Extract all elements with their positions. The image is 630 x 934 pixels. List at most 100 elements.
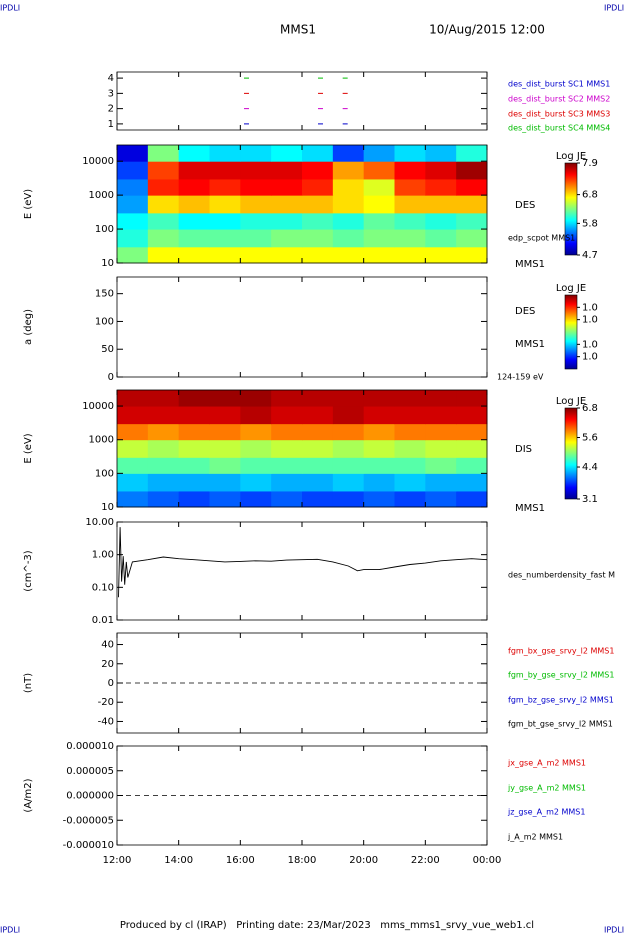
heatmap-cell bbox=[302, 195, 334, 214]
heatmap-cell bbox=[117, 439, 149, 458]
x-tick-label: 14:00 bbox=[164, 855, 193, 866]
heatmap-cell bbox=[456, 178, 488, 196]
legend-entry: des_dist_burst SC1 MMS1 bbox=[508, 80, 610, 89]
y-tick-label: 100 bbox=[95, 316, 114, 327]
heatmap-cell bbox=[394, 490, 426, 508]
colorbar-tick-label: 7.9 bbox=[582, 158, 598, 169]
colorbar-label: Log JE bbox=[556, 151, 586, 162]
heatmap-cell bbox=[147, 145, 180, 162]
heatmap-cell bbox=[302, 161, 334, 180]
heatmap-cell bbox=[117, 195, 149, 214]
x-tick-label: 16:00 bbox=[226, 855, 255, 866]
heatmap-cell bbox=[425, 390, 457, 407]
y-tick-label: 100 bbox=[95, 468, 114, 479]
heatmap-cell bbox=[394, 212, 426, 230]
heatmap-cell bbox=[209, 212, 241, 230]
heatmap-cell bbox=[209, 195, 241, 214]
heatmap-cell bbox=[178, 161, 210, 180]
heatmap-cell bbox=[363, 212, 395, 230]
heatmap-cell bbox=[178, 145, 210, 162]
y-tick-label: 1000 bbox=[89, 190, 114, 201]
legend-entry: fgm_bz_gse_srvy_l2 MMS1 bbox=[508, 696, 614, 705]
heatmap-cell bbox=[332, 423, 365, 441]
heatmap-cell bbox=[147, 195, 180, 214]
heatmap-cell bbox=[363, 229, 395, 248]
heatmap-cell bbox=[117, 423, 149, 441]
colorbar-tick-label: 1.0 bbox=[582, 302, 598, 313]
heatmap-cell bbox=[147, 178, 180, 196]
y-tick-label: 50 bbox=[101, 344, 114, 355]
y-tick-label: 0.10 bbox=[92, 582, 114, 593]
heatmap-cell bbox=[394, 406, 426, 425]
heatmap-cell bbox=[240, 390, 272, 407]
heatmap-cell bbox=[363, 161, 395, 180]
heatmap-cell bbox=[240, 145, 272, 162]
heatmap-cell bbox=[425, 178, 457, 196]
heatmap-cell bbox=[302, 212, 334, 230]
y-axis-label: E (eV) bbox=[23, 433, 34, 463]
heatmap-cell bbox=[209, 406, 241, 425]
y-tick-label: 4 bbox=[108, 73, 114, 84]
y-tick-label: 0 bbox=[108, 678, 114, 689]
heatmap-cell bbox=[302, 229, 334, 248]
heatmap-cell bbox=[271, 457, 303, 474]
legend-entry: j_A_m2 MMS1 bbox=[507, 833, 563, 842]
colorbar-tick-label: 4.4 bbox=[582, 462, 598, 473]
heatmap-cell bbox=[178, 473, 210, 492]
heatmap-cell bbox=[456, 246, 488, 264]
y-tick-label: -20 bbox=[98, 697, 114, 708]
heatmap-cell bbox=[425, 473, 457, 492]
heatmap-cell bbox=[147, 473, 180, 492]
panel-label: DES bbox=[515, 200, 535, 211]
panel-frame bbox=[116, 71, 488, 131]
heatmap-cell bbox=[240, 457, 272, 474]
y-axis-label: (nT) bbox=[23, 673, 34, 693]
heatmap-cell bbox=[147, 390, 180, 407]
heatmap-cell bbox=[456, 490, 488, 508]
heatmap-cell bbox=[425, 195, 457, 214]
heatmap-cell bbox=[456, 161, 488, 180]
heatmap-cell bbox=[209, 490, 241, 508]
x-tick-label: 18:00 bbox=[288, 855, 317, 866]
heatmap-cell bbox=[178, 423, 210, 441]
heatmap-cell bbox=[425, 161, 457, 180]
heatmap-cell bbox=[302, 390, 334, 407]
colorbar-tick-label: 5.6 bbox=[582, 433, 598, 444]
y-tick-label: -0.000010 bbox=[63, 840, 114, 851]
heatmap-cell bbox=[302, 457, 334, 474]
heatmap-cell bbox=[271, 439, 303, 458]
heatmap-cell bbox=[332, 439, 365, 458]
y-axis-label: (cm^-3) bbox=[23, 550, 34, 591]
heatmap-cell bbox=[240, 212, 272, 230]
heatmap-cell bbox=[147, 161, 180, 180]
heatmap-cell bbox=[240, 473, 272, 492]
heatmap-cell bbox=[117, 473, 149, 492]
y-axis-label: a (deg) bbox=[23, 309, 34, 345]
panel-label: edp_scpot MMS1 bbox=[508, 234, 575, 243]
heatmap-cell bbox=[456, 229, 488, 248]
panel-label: MMS1 bbox=[515, 259, 545, 270]
heatmap-cell bbox=[209, 145, 241, 162]
heatmap-cell bbox=[394, 457, 426, 474]
heatmap-cell bbox=[425, 212, 457, 230]
y-tick-label: 10000 bbox=[82, 401, 114, 412]
data-line bbox=[118, 527, 488, 598]
panel-label: MMS1 bbox=[515, 503, 545, 514]
heatmap-cell bbox=[332, 229, 365, 248]
heatmap-cell bbox=[332, 490, 365, 508]
heatmap-cell bbox=[332, 145, 365, 162]
heatmap-cell bbox=[240, 178, 272, 196]
heatmap-cell bbox=[394, 390, 426, 407]
heatmap-cell bbox=[117, 246, 149, 264]
colorbar-tick-label: 3.1 bbox=[582, 494, 598, 505]
y-tick-label: 3 bbox=[108, 88, 114, 99]
colorbar-label: Log JE bbox=[556, 283, 586, 294]
colorbar-tick-label: 1.0 bbox=[582, 352, 598, 363]
y-tick-label: 0 bbox=[108, 372, 114, 383]
heatmap-cell bbox=[147, 457, 180, 474]
heatmap-cell bbox=[178, 178, 210, 196]
heatmap-cell bbox=[209, 457, 241, 474]
heatmap-cell bbox=[178, 406, 210, 425]
heatmap-cell bbox=[456, 406, 488, 425]
heatmap-cell bbox=[394, 145, 426, 162]
